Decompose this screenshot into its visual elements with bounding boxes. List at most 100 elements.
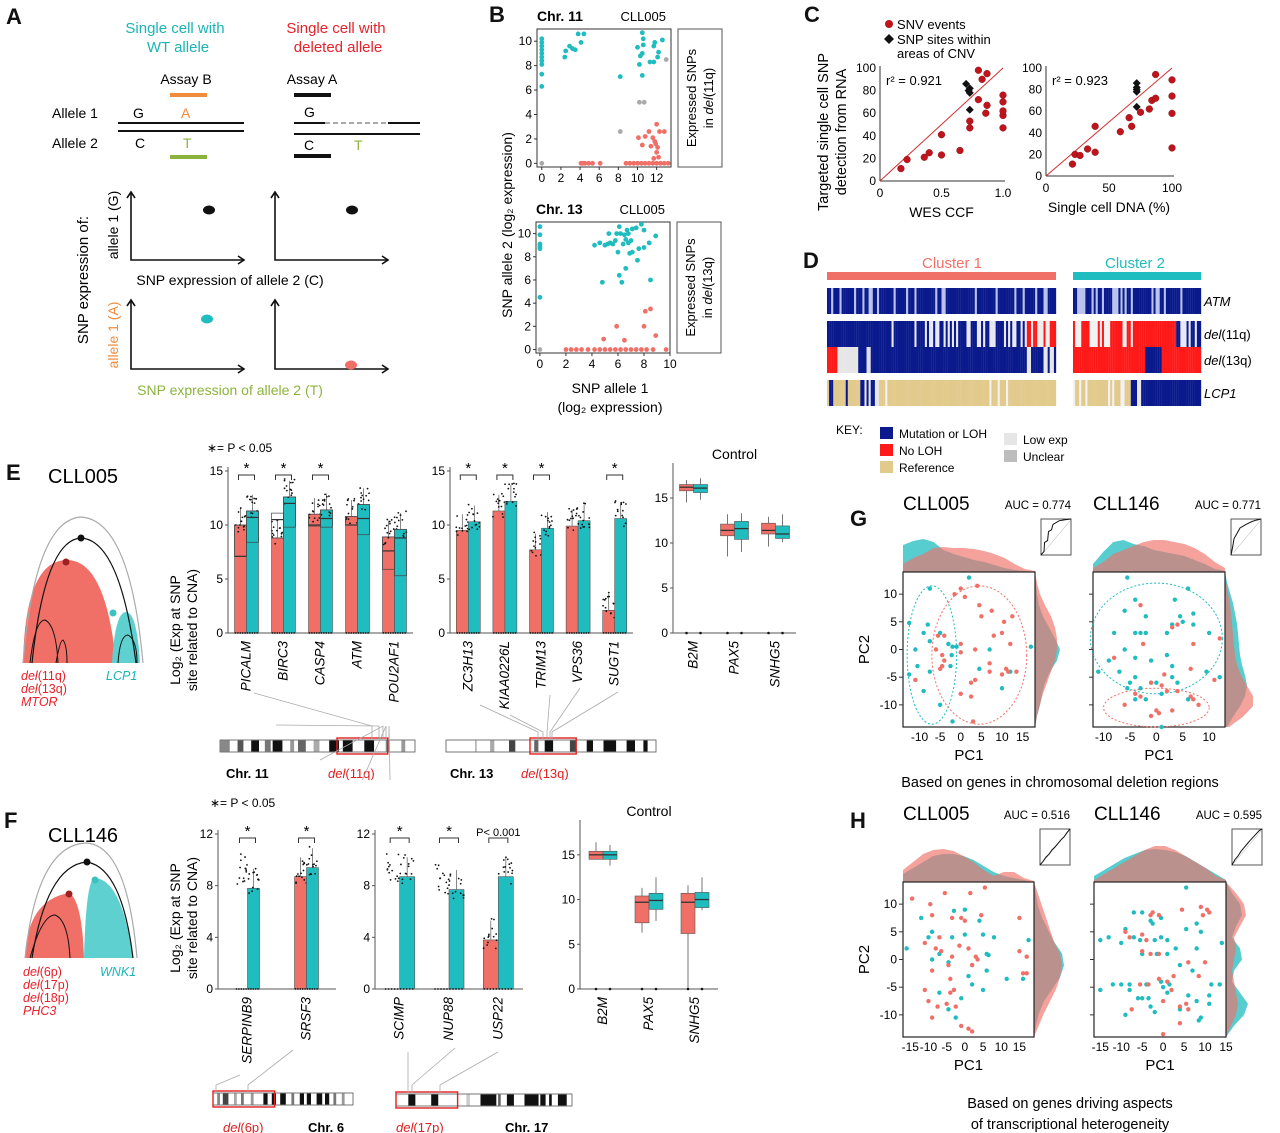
jitter-dot xyxy=(329,512,332,515)
zero-dot xyxy=(583,632,585,634)
heatmap-cell xyxy=(1112,288,1115,314)
zero-dot xyxy=(355,632,357,634)
pca-point xyxy=(966,946,971,951)
c-snv-point xyxy=(1168,144,1176,152)
heatmap-cell xyxy=(968,380,971,406)
jitter-dot xyxy=(291,481,294,484)
heatmap-cell xyxy=(964,347,967,373)
heatmap-cell xyxy=(1012,380,1015,406)
pca-point xyxy=(969,982,975,987)
del6p-label-italic: del xyxy=(223,1120,241,1133)
heatmap-cell xyxy=(935,347,938,373)
b-point xyxy=(635,44,640,50)
pca-point xyxy=(972,677,978,683)
pca-point xyxy=(950,719,955,724)
zero-dot xyxy=(500,632,502,634)
b-point xyxy=(575,31,581,37)
heatmap-cell xyxy=(1128,288,1131,314)
heatmap-cell xyxy=(1165,347,1169,373)
jitter-dot xyxy=(323,498,326,501)
b-point xyxy=(537,224,543,230)
heatmap-cell xyxy=(1124,321,1127,347)
heatmap-cell xyxy=(999,380,1003,406)
heatmap-cell xyxy=(935,288,938,314)
jitter-dot xyxy=(240,520,242,523)
b-ytick-label: 6 xyxy=(524,273,531,287)
zero-dot xyxy=(529,632,532,634)
del6p-label: del(6p) xyxy=(223,1120,263,1133)
jitter-dot xyxy=(579,527,582,529)
tree-subclone xyxy=(29,619,59,664)
control-gene-label: PAX5 xyxy=(727,641,742,675)
jitter-dot xyxy=(547,519,549,522)
heatmap-cell xyxy=(893,347,896,373)
tree-subclone xyxy=(55,639,68,664)
heatmap-cell xyxy=(993,347,996,373)
jitter-dot xyxy=(492,515,494,518)
chromosome-band xyxy=(509,740,516,752)
jitter-dot xyxy=(459,882,462,885)
jitter-dot xyxy=(572,509,575,511)
c-xtick-label: 0.5 xyxy=(933,186,950,200)
pca-point xyxy=(977,603,982,608)
zero-dot xyxy=(551,632,553,634)
heatmap-cell xyxy=(1016,347,1019,373)
heatmap-cell xyxy=(947,347,950,373)
b-ytick-label: 6 xyxy=(525,83,532,97)
heatmap-cell xyxy=(829,321,832,347)
jitter-dot xyxy=(448,880,451,882)
c-cnv-point xyxy=(965,105,974,114)
b-xtick-label: 2 xyxy=(563,357,570,371)
gene-label: SRSF3 xyxy=(299,997,314,1041)
c-snv-point xyxy=(978,75,986,83)
jitter-dot xyxy=(455,526,458,529)
b-point xyxy=(539,36,545,42)
heatmap-cell xyxy=(1167,380,1171,406)
zero-dot xyxy=(393,988,396,990)
pca-point xyxy=(948,663,953,669)
heatmap-cell xyxy=(889,288,892,314)
control-ytick-label: 5 xyxy=(568,937,575,951)
control-outlier xyxy=(700,987,704,991)
jitter-dot xyxy=(539,543,541,545)
jitter-dot xyxy=(488,933,490,936)
pca-point xyxy=(1172,597,1178,602)
b-point xyxy=(654,121,660,127)
heatmap-cell xyxy=(943,288,946,314)
jitter-dot xyxy=(243,515,246,518)
jitter-dot xyxy=(614,500,617,502)
pca-point xyxy=(944,1001,949,1006)
heatmap-cell xyxy=(931,380,934,406)
heatmap-cell xyxy=(1141,380,1144,406)
pca-point xyxy=(1194,998,1199,1004)
heatmap-cell xyxy=(937,347,940,373)
heatmap-cell xyxy=(993,288,996,314)
bar xyxy=(455,530,469,634)
zero-dot xyxy=(408,988,411,990)
heatmap-cell xyxy=(1035,380,1038,406)
jitter-dot xyxy=(540,514,543,517)
heatmap-cell xyxy=(997,288,1000,314)
heatmap-cell xyxy=(839,347,842,373)
pca-point xyxy=(921,688,926,694)
zero-dot xyxy=(348,632,350,634)
heatmap-cell xyxy=(949,347,953,373)
jitter-dot xyxy=(386,868,389,870)
jitter-dot xyxy=(412,859,415,862)
jitter-dot xyxy=(402,532,405,535)
jitter-dot xyxy=(495,933,498,935)
b-point xyxy=(656,49,661,55)
bar xyxy=(448,889,465,990)
jitter-dot xyxy=(476,528,479,531)
b-point xyxy=(572,47,578,53)
pca-point xyxy=(1106,658,1112,663)
c-snv-point xyxy=(1168,76,1176,84)
heatmap-cell xyxy=(885,347,888,373)
significance-bracket xyxy=(312,474,329,480)
density-right-red xyxy=(1226,882,1246,1037)
heatmap-cell xyxy=(1190,347,1193,373)
tree-red-node xyxy=(65,890,73,898)
gene-connector xyxy=(509,714,544,740)
heatmap-cell xyxy=(968,347,971,373)
b-point xyxy=(618,231,623,236)
